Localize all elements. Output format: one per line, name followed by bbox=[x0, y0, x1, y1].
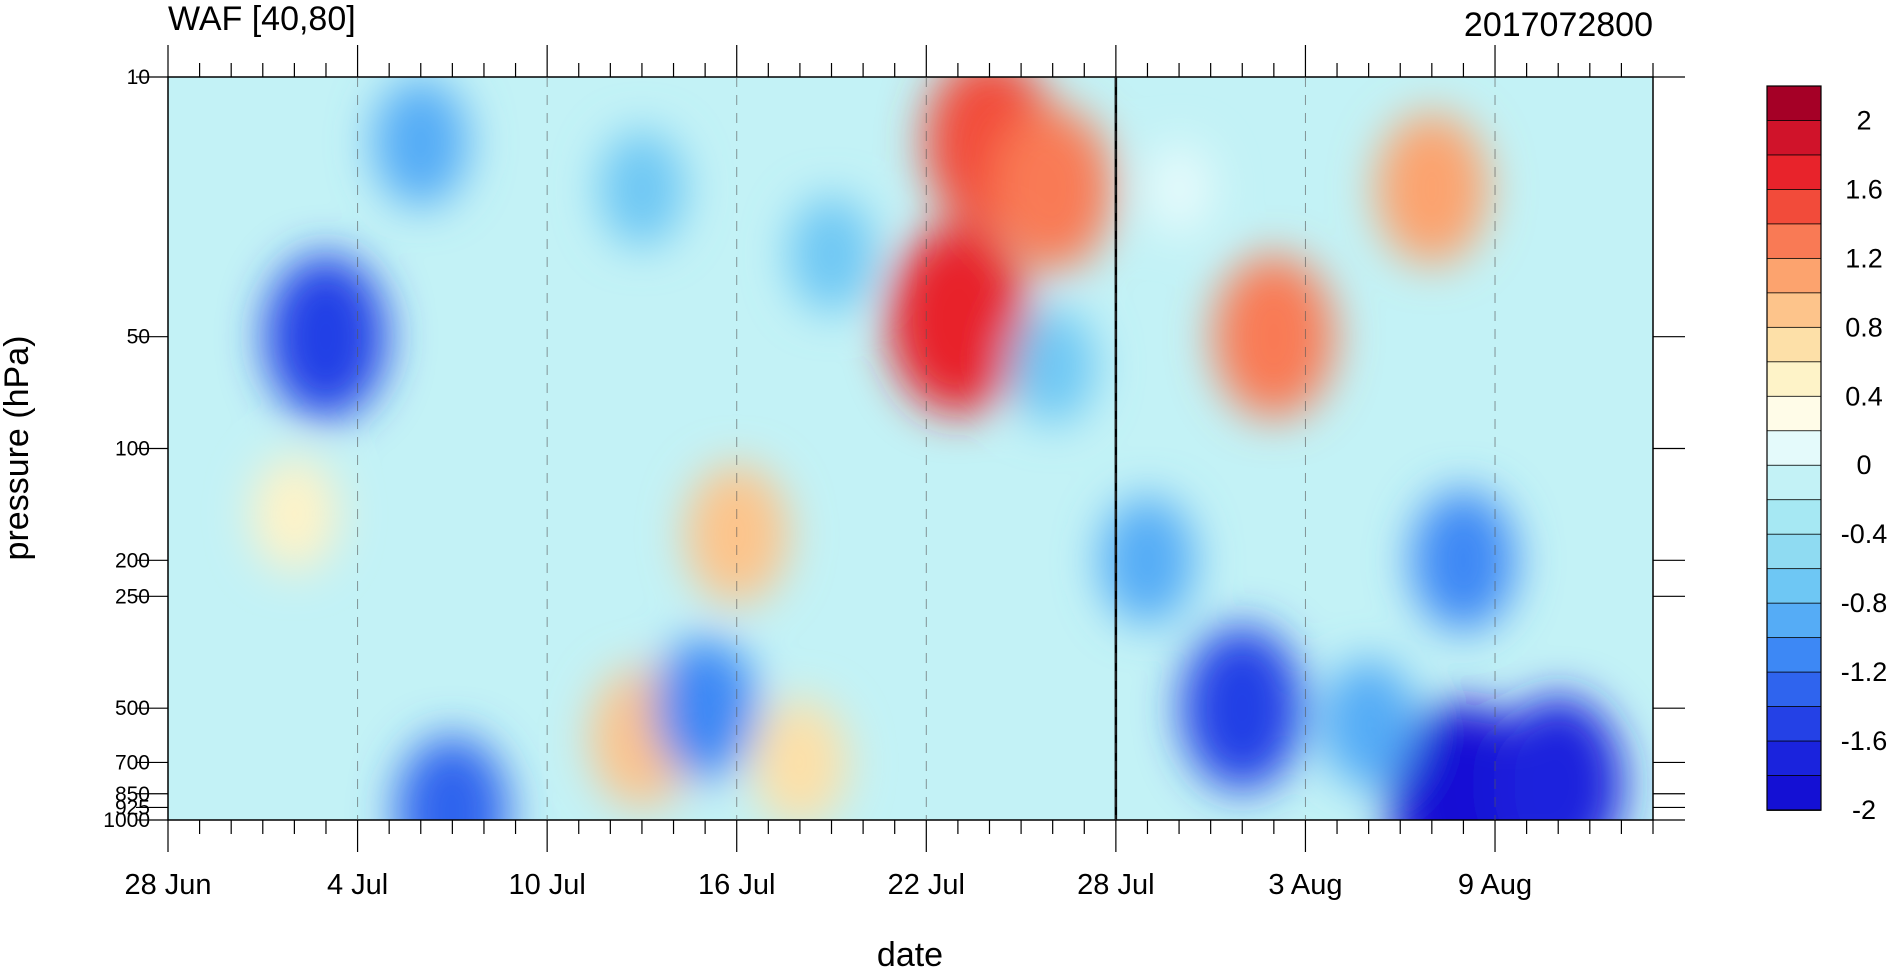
x-axis-tick-labels: 28 Jun 4 Jul 10 Jul 16 Jul 22 Jul 28 Jul… bbox=[124, 869, 1532, 901]
colorbar-segment bbox=[1766, 464, 1822, 501]
colorbar-segment bbox=[1766, 602, 1822, 639]
colorbar-segment bbox=[1766, 775, 1822, 811]
contour-feature bbox=[1009, 308, 1096, 425]
x-tick-label: 16 Jul bbox=[698, 869, 775, 901]
y-tick-label: 1000 bbox=[103, 809, 150, 832]
contour-feature bbox=[373, 78, 469, 207]
x-tick-label: 10 Jul bbox=[508, 869, 585, 901]
colorbar-label: 1.6 bbox=[1845, 174, 1883, 204]
y-tick-label: 850 bbox=[115, 783, 150, 806]
colorbar bbox=[1766, 85, 1822, 811]
colorbar-segment bbox=[1766, 257, 1822, 294]
y-tick-label: 10 bbox=[127, 66, 150, 89]
x-axis-ticks bbox=[167, 45, 1654, 852]
colorbar-segment bbox=[1766, 533, 1822, 570]
colorbar-segment bbox=[1766, 120, 1822, 156]
y-tick-label: 500 bbox=[115, 697, 150, 720]
colorbar-frame bbox=[1766, 85, 1822, 811]
contour-feature bbox=[1375, 112, 1489, 265]
colorbar-label: 0.8 bbox=[1845, 312, 1883, 342]
colorbar-label: -1.2 bbox=[1841, 657, 1888, 687]
x-tick-label: 9 Aug bbox=[1458, 869, 1532, 901]
y-tick-label: 100 bbox=[115, 438, 150, 461]
colorbar-segment bbox=[1766, 430, 1822, 467]
colorbar-segment bbox=[1766, 189, 1822, 225]
chart-timestamp: 2017072800 bbox=[1464, 6, 1653, 44]
colorbar-label: 2 bbox=[1856, 105, 1871, 135]
colorbar-segment bbox=[1766, 223, 1822, 260]
colorbar-segment bbox=[1766, 706, 1822, 742]
x-tick-label: 3 Aug bbox=[1268, 869, 1342, 901]
x-tick-label: 28 Jun bbox=[124, 869, 211, 901]
chart-title: WAF [40,80] bbox=[168, 0, 356, 38]
contour-feature bbox=[1213, 254, 1335, 419]
colorbar-segment bbox=[1766, 637, 1822, 673]
colorbar-label: -2 bbox=[1852, 795, 1876, 825]
y-tick-label: 925 bbox=[115, 796, 150, 819]
y-tick-label: 250 bbox=[115, 585, 150, 608]
contour-feature bbox=[888, 225, 1028, 414]
contour-feature bbox=[265, 254, 387, 419]
contour-feature bbox=[788, 196, 875, 313]
y-axis-title: pressure (hPa) bbox=[0, 336, 36, 561]
colorbar-segment bbox=[1766, 85, 1822, 122]
colorbar-segment bbox=[1766, 326, 1822, 363]
colorbar-label: 0 bbox=[1856, 450, 1871, 480]
colorbar-label: -0.4 bbox=[1841, 519, 1888, 549]
contour-feature bbox=[991, 106, 1114, 271]
contour-feature bbox=[1099, 496, 1196, 625]
colorbar-segment bbox=[1766, 292, 1822, 329]
contour-feature bbox=[1181, 626, 1304, 791]
contour-feature bbox=[1493, 696, 1624, 820]
y-tick-label: 700 bbox=[115, 751, 150, 774]
contour-feature bbox=[653, 638, 758, 779]
contour-feature bbox=[1144, 142, 1214, 235]
x-tick-label: 22 Jul bbox=[888, 869, 965, 901]
colorbar-segment bbox=[1766, 740, 1822, 777]
colorbar-labels: 2 1.6 1.2 0.8 0.4 0 -0.4 -0.8 -1.2 -1.6 … bbox=[1841, 105, 1888, 825]
y-axis-tick-labels: 10 50 100 200 250 500 700 850 925 1000 bbox=[103, 66, 150, 832]
x-axis-title: date bbox=[877, 936, 943, 968]
contour-feature bbox=[251, 455, 338, 572]
x-tick-label: 4 Jul bbox=[327, 869, 388, 901]
colorbar-segment bbox=[1766, 361, 1822, 398]
contour-feature bbox=[1411, 490, 1516, 631]
x-tick-label: 28 Jul bbox=[1077, 869, 1154, 901]
y-tick-label: 50 bbox=[127, 326, 150, 349]
colorbar-label: 0.4 bbox=[1845, 381, 1883, 411]
colorbar-label: -0.8 bbox=[1841, 588, 1888, 618]
colorbar-segment bbox=[1766, 499, 1822, 536]
contour-feature bbox=[598, 130, 686, 247]
contour-feature bbox=[1321, 659, 1417, 788]
colorbar-segment bbox=[1766, 395, 1822, 432]
contour-feature bbox=[395, 735, 509, 820]
colorbar-label: -1.6 bbox=[1841, 726, 1888, 756]
colorbar-label: 1.2 bbox=[1845, 243, 1883, 273]
y-tick-label: 200 bbox=[115, 549, 150, 572]
contour-feature bbox=[752, 698, 848, 820]
colorbar-segment bbox=[1766, 671, 1822, 708]
colorbar-segment bbox=[1766, 568, 1822, 605]
colorbar-segment bbox=[1766, 154, 1822, 191]
contour-field bbox=[251, 77, 1624, 820]
y-axis-ticks bbox=[136, 76, 1685, 821]
